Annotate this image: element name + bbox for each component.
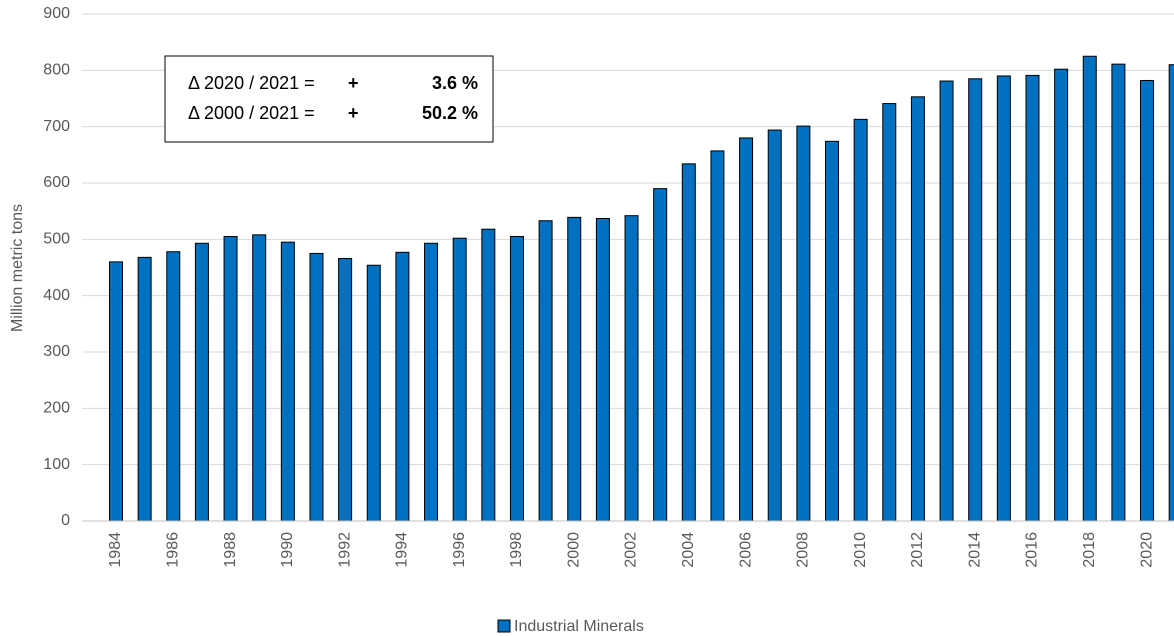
x-tick-label: 1984 [107,532,124,568]
bar [538,220,553,522]
bar [739,137,754,522]
bar [1054,68,1069,522]
bar [109,261,123,522]
bar [338,257,353,522]
bar [280,241,295,522]
annotation-sign: + [348,103,359,123]
legend-label: Industrial Minerals [514,618,644,635]
x-tick-label: 1998 [508,532,525,568]
y-tick-label: 900 [43,5,70,22]
bar [509,236,524,522]
x-tick-label: 1994 [394,532,411,568]
annotation-box [164,55,494,143]
bar [624,215,639,522]
bar [653,188,668,522]
x-tick-label: 2016 [1024,532,1041,568]
bar [1111,63,1126,522]
y-tick-label: 600 [43,174,70,191]
y-tick-label: 400 [43,287,70,304]
y-tick-label: 700 [43,118,70,135]
y-tick-label: 100 [43,456,70,473]
bar [853,118,868,522]
bar [567,216,582,522]
x-tick-label: 2014 [966,532,983,568]
x-tick-label: 2020 [1138,532,1155,568]
bar [223,236,238,522]
x-tick-label: 2008 [795,532,812,568]
annotation-sign: + [348,73,359,93]
y-tick-label: 800 [43,62,70,79]
x-tick-label: 1992 [336,532,353,568]
bar [910,96,925,522]
bar [796,125,811,522]
bar [137,256,152,522]
bar [767,129,782,522]
bar [366,264,381,522]
bar [1082,55,1097,522]
x-tick-label: 2006 [737,532,754,568]
bar [194,242,209,522]
x-tick-label: 2018 [1081,532,1098,568]
y-tick-label: 0 [61,512,70,529]
x-tick-label: 2000 [565,532,582,568]
bar [481,228,496,522]
x-tick-label: 2010 [852,532,869,568]
bar [424,242,439,522]
bar [1168,64,1174,522]
bar [252,234,267,522]
y-tick-label: 300 [43,343,70,360]
bar [309,252,324,522]
x-tick-label: 2012 [909,532,926,568]
y-tick-label: 200 [43,400,70,417]
y-axis-label: Million metric tons [9,204,26,332]
bar [395,251,410,522]
legend-swatch [497,619,511,633]
bar [166,251,181,522]
x-tick-label: 2002 [623,532,640,568]
annotation-value: 50.2 % [422,103,478,123]
bar [882,103,897,522]
x-tick-label: 1986 [164,532,181,568]
annotation-label: Δ 2000 / 2021 = [188,103,315,123]
bar [1025,74,1040,522]
x-tick-label: 1990 [279,532,296,568]
bar [1140,79,1155,522]
x-tick-label: 1996 [451,532,468,568]
bar [939,80,954,522]
annotation-label: Δ 2020 / 2021 = [188,73,315,93]
x-tick-label: 2004 [680,532,697,568]
bar [825,140,839,522]
x-tick-label: 1988 [222,532,239,568]
bar [452,237,467,522]
annotation-value: 3.6 % [432,73,478,93]
bar [710,150,725,522]
bar [968,78,983,522]
bar [996,75,1011,522]
bar [681,163,696,522]
y-tick-label: 500 [43,231,70,248]
bar [595,217,610,522]
